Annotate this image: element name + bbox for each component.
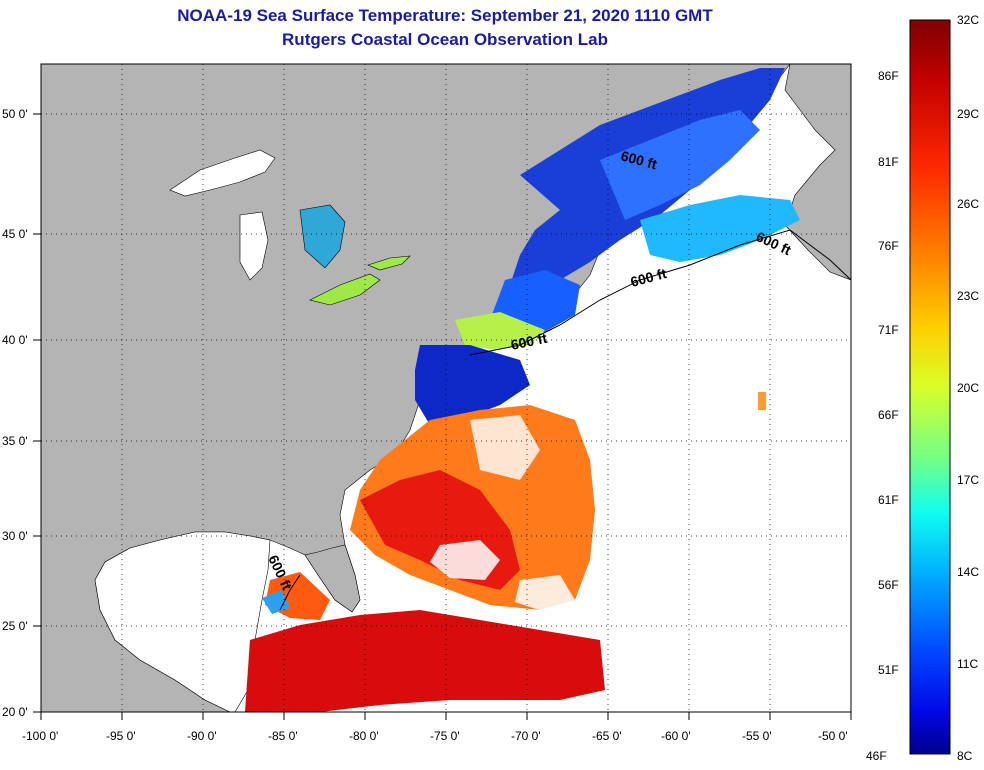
cbar-c-label: 8C: [957, 749, 973, 763]
lake-superior: [169, 149, 276, 197]
lat-tick-label: 40 0': [2, 333, 28, 347]
cbar-c-label: 23C: [957, 289, 979, 303]
sst-chesapeake-cold: [415, 345, 530, 425]
lat-tick-label: 50 0': [2, 107, 28, 121]
lat-tick-label: 45 0': [2, 227, 28, 241]
sst-scotian-shelf: [640, 195, 800, 262]
isobath-600ft: [279, 229, 851, 611]
lon-tick-label: -50 0': [818, 729, 848, 743]
lake-michigan: [239, 211, 269, 281]
lat-tick-label: 30 0': [2, 529, 28, 543]
lon-tick-label: -80 0': [349, 729, 379, 743]
cbar-f-label: 56F: [878, 578, 899, 592]
gulf-of-mexico: [94, 531, 271, 712]
lon-tick-label: -85 0': [268, 729, 298, 743]
cbar-f-label: 86F: [878, 69, 899, 83]
axis-ticks: [33, 113, 852, 720]
cbar-f-label: 71F: [878, 323, 899, 337]
lon-tick-label: -75 0': [430, 729, 460, 743]
map-subtitle: Rutgers Coastal Ocean Observation Lab: [282, 30, 608, 49]
cbar-f-label: 76F: [878, 239, 899, 253]
cbar-c-label: 29C: [957, 107, 979, 121]
colorbar: [909, 19, 951, 755]
land-newfoundland: [784, 64, 851, 281]
grid-lines: [41, 64, 851, 712]
lon-tick-label: -55 0': [742, 729, 772, 743]
colorbar-fahrenheit-labels: 86F 81F 76F 71F 66F 61F 56F 51F 46F: [866, 69, 899, 763]
cloud-gap-1: [430, 540, 500, 580]
sst-caribbean-hot: [245, 610, 605, 712]
cloud-gap-3: [470, 415, 540, 480]
cbar-c-label: 20C: [957, 381, 979, 395]
lat-tick-label: 35 0': [2, 434, 28, 448]
lon-tick-label: -70 0': [511, 729, 541, 743]
sst-mid-atlantic-bight: [455, 312, 545, 350]
sst-florida-cool-patch: [262, 590, 290, 614]
cbar-f-label: 61F: [878, 493, 899, 507]
lat-tick-label: 25 0': [2, 619, 28, 633]
lon-tick-label: -60 0': [661, 729, 691, 743]
cloud-gap-2: [515, 575, 575, 612]
cbar-c-label: 11C: [957, 657, 978, 671]
cbar-c-label: 17C: [957, 473, 979, 487]
florida-peninsula: [304, 544, 361, 613]
lake-huron: [299, 204, 346, 269]
lake-ontario: [367, 255, 411, 271]
lon-labels: -100 0' -95 0' -90 0' -85 0' -80 0' -75 …: [22, 729, 848, 743]
cbar-c-label: 14C: [957, 565, 979, 579]
cbar-f-label: 66F: [878, 408, 899, 422]
lon-tick-label: -65 0': [592, 729, 622, 743]
sst-labrador-cool: [600, 110, 760, 220]
lat-tick-label: 20 0': [2, 705, 28, 719]
contour-label-4: 600 ft: [509, 330, 548, 353]
cbar-c-label: 32C: [957, 13, 979, 27]
lat-labels: 50 0' 45 0' 40 0' 35 0' 30 0' 25 0' 20 0…: [2, 107, 28, 719]
cbar-f-label: 81F: [878, 155, 899, 169]
cbar-f-label: 46F: [866, 749, 887, 763]
lon-tick-label: -90 0': [187, 729, 217, 743]
colorbar-celsius-labels: 32C 29C 26C 23C 20C 17C 14C 11C 8C: [957, 13, 979, 763]
lon-tick-label: -100 0': [22, 729, 58, 743]
cbar-f-label: 51F: [878, 663, 899, 677]
lon-tick-label: -95 0': [106, 729, 136, 743]
cbar-c-label: 26C: [957, 197, 979, 211]
sst-patch-east: [758, 392, 766, 410]
lake-erie: [309, 273, 381, 306]
map-title: NOAA-19 Sea Surface Temperature: Septemb…: [177, 6, 713, 25]
